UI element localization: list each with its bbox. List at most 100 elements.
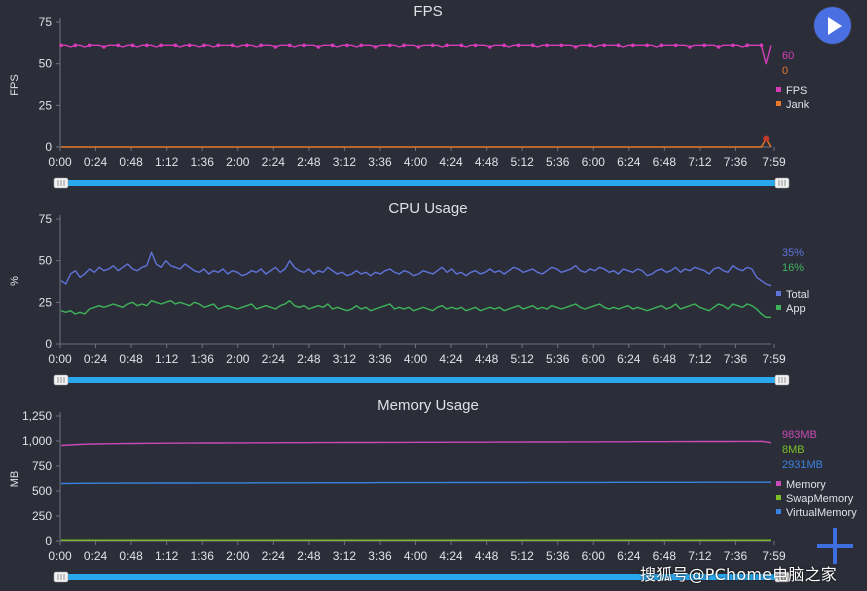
cpu-x-tick-label: 4:48 xyxy=(475,352,499,366)
memory-slider-handle-left[interactable] xyxy=(53,571,69,583)
cpu-x-tick-label: 7:59 xyxy=(762,352,786,366)
fps-x-tick-label: 7:12 xyxy=(688,155,712,169)
fps-point xyxy=(159,43,163,48)
fps-point xyxy=(102,45,106,49)
fps-legend-swatch xyxy=(776,101,781,106)
fps-point xyxy=(502,43,506,48)
cpu-series-total xyxy=(60,251,772,287)
memory-x-tick-label: 4:48 xyxy=(475,549,499,563)
cpu-slider-handle-left[interactable] xyxy=(53,374,69,386)
fps-x-tick-label: 4:48 xyxy=(475,155,499,169)
fps-legend-label: Jank xyxy=(786,99,810,111)
memory-legend-swatch xyxy=(776,509,781,514)
cpu-x-tick-label: 4:24 xyxy=(439,352,463,366)
cpu-x-tick-label: 6:00 xyxy=(582,352,606,366)
fps-point xyxy=(430,43,435,48)
memory-x-tick-label: 1:12 xyxy=(155,549,179,563)
memory-x-tick-label: 7:59 xyxy=(762,549,786,563)
memory-slider-handle-right[interactable] xyxy=(774,571,790,583)
cpu-x-tick-label: 0:48 xyxy=(119,352,143,366)
cpu-x-tick-label: 2:24 xyxy=(262,352,286,366)
fps-x-tick-label: 5:12 xyxy=(510,155,534,169)
fps-point xyxy=(187,43,192,48)
cpu-x-tick-label: 6:24 xyxy=(617,352,641,366)
memory-title: Memory Usage xyxy=(377,397,479,414)
memory-slider-track[interactable] xyxy=(66,574,778,580)
memory-current-value: 2931MB xyxy=(782,459,823,471)
cpu-chart: CPU Usage% 0 25 50 75 0:00 0:24 0:48 1:12 1:36 2:0… xyxy=(9,200,809,386)
memory-x-tick-label: 1:36 xyxy=(191,549,215,563)
cpu-y-tick-label: 25 xyxy=(39,295,53,309)
fps-x-tick-label: 7:59 xyxy=(762,155,786,169)
memory-x-tick-label: 5:36 xyxy=(546,549,570,563)
fps-point xyxy=(545,43,549,48)
cpu-current-value: 35% xyxy=(782,247,804,259)
memory-y-tick-label: 500 xyxy=(32,484,52,498)
fps-x-tick-label: 5:36 xyxy=(546,155,570,169)
fps-slider-handle-left[interactable] xyxy=(53,177,69,189)
fps-point xyxy=(359,43,364,48)
fps-x-tick-label: 1:36 xyxy=(191,155,215,169)
fps-slider-track[interactable] xyxy=(66,180,778,186)
watermark-text: 搜狐号@PChome电脑之家 xyxy=(640,565,837,584)
fps-point xyxy=(445,43,449,48)
memory-legend-swatch xyxy=(776,495,781,500)
fps-point xyxy=(245,43,249,48)
memory-range-slider[interactable] xyxy=(53,571,790,583)
fps-chart: FPS FPS 0 25 50 75 0:00 0:24 0:48 1:12 1:36 2:00 2:2… xyxy=(9,3,810,189)
fps-series-fps xyxy=(61,44,772,65)
fps-point xyxy=(87,43,92,48)
fps-range-slider[interactable] xyxy=(53,177,790,189)
memory-y-tick-label: 750 xyxy=(32,459,52,473)
fps-point xyxy=(59,43,63,48)
fps-x-tick-label: 4:00 xyxy=(404,155,428,169)
fps-point xyxy=(645,43,649,48)
memory-x-tick-label: 6:24 xyxy=(617,549,641,563)
memory-current-value: 8MB xyxy=(782,444,805,456)
fps-point xyxy=(330,43,335,48)
fps-point xyxy=(559,43,564,48)
fps-point xyxy=(130,43,135,48)
fps-point xyxy=(287,43,292,48)
memory-x-tick-label: 7:36 xyxy=(724,549,748,563)
fps-series-jank xyxy=(61,137,772,148)
cpu-x-tick-label: 5:12 xyxy=(510,352,534,366)
fps-legend-label: FPS xyxy=(786,85,807,97)
fps-point xyxy=(602,43,607,48)
fps-point xyxy=(588,43,592,48)
fps-x-tick-label: 2:00 xyxy=(226,155,250,169)
memory-x-tick-label: 2:00 xyxy=(226,549,250,563)
memory-legend-label: SwapMemory xyxy=(786,493,854,505)
fps-x-tick-label: 7:36 xyxy=(724,155,748,169)
cpu-x-tick-label: 5:36 xyxy=(546,352,570,366)
cpu-slider-handle-right[interactable] xyxy=(774,374,790,386)
add-button[interactable] xyxy=(817,528,853,564)
cpu-x-tick-label: 3:12 xyxy=(333,352,357,366)
memory-x-tick-label: 3:36 xyxy=(368,549,392,563)
fps-ylabel: FPS xyxy=(9,74,21,95)
fps-point xyxy=(230,43,235,48)
memory-x-tick-label: 7:12 xyxy=(688,549,712,563)
fps-current-value: 60 xyxy=(782,50,794,62)
fps-point xyxy=(345,43,349,48)
cpu-x-tick-label: 6:48 xyxy=(653,352,677,366)
cpu-current-value: 16% xyxy=(782,262,804,274)
cpu-ylabel: % xyxy=(9,276,21,286)
cpu-y-tick-label: 50 xyxy=(39,254,53,268)
play-icon xyxy=(827,16,842,35)
memory-x-tick-label: 3:12 xyxy=(333,549,357,563)
cpu-slider-track[interactable] xyxy=(66,377,778,383)
play-button[interactable] xyxy=(814,7,851,44)
fps-point xyxy=(459,43,464,48)
fps-point xyxy=(731,43,735,48)
memory-x-tick-label: 2:48 xyxy=(297,549,321,563)
fps-current-value: 0 xyxy=(782,65,788,77)
cpu-range-slider[interactable] xyxy=(53,374,790,386)
fps-x-tick-label: 0:24 xyxy=(84,155,108,169)
memory-chart: Memory Usage MB 0 250 500 750 1,000 1,250 0:00 0:… xyxy=(9,397,857,583)
fps-slider-handle-right[interactable] xyxy=(774,177,790,189)
fps-point xyxy=(316,45,321,49)
cpu-y-tick-label: 75 xyxy=(39,212,53,226)
memory-series-virtualmemory xyxy=(60,481,771,485)
cpu-legend-label: App xyxy=(786,303,806,315)
